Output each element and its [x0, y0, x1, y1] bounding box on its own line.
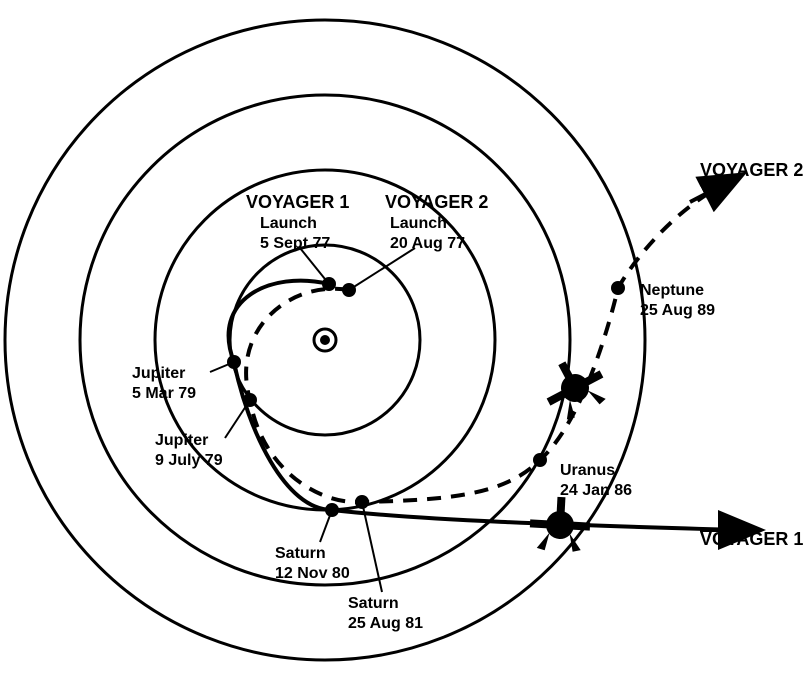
voyager1-icon [529, 495, 592, 552]
label-saturn2_l1: Saturn [348, 595, 399, 612]
label-v1_launch_l2: 5 Sept 77 [260, 235, 330, 252]
sun [314, 329, 336, 351]
labels: VOYAGER 1 Launch 5 Sept 77 VOYAGER 2 Launch 2… [132, 160, 803, 632]
voyager-trajectory-diagram: VOYAGER 1 Launch 5 Sept 77 VOYAGER 2 Launch 2… [0, 0, 805, 675]
label-jupiter2_l1: Jupiter [155, 432, 208, 449]
label-v2_launch_l1: Launch [390, 215, 447, 232]
label-neptune_l2: 25 Aug 89 [640, 302, 715, 319]
encounter-v2_neptune [611, 281, 625, 295]
label-jupiter2_l2: 9 July 79 [155, 452, 223, 469]
label-jupiter1_l2: 5 Mar 79 [132, 385, 196, 402]
label-saturn2_l2: 25 Aug 81 [348, 615, 423, 632]
label-v2_title: VOYAGER 2 [385, 192, 488, 212]
encounter-v2_uranus [533, 453, 547, 467]
label-v2_launch_l2: 20 Aug 77 [390, 235, 465, 252]
label-uranus_l2: 24 Jan 86 [560, 482, 632, 499]
label-jupiter1_l1: Jupiter [132, 365, 185, 382]
label-v2_end: VOYAGER 2 [700, 160, 803, 180]
label-leader-lines [210, 248, 415, 592]
label-v1_title: VOYAGER 1 [246, 192, 349, 212]
label-neptune_l1: Neptune [640, 282, 704, 299]
label-v1_end: VOYAGER 1 [700, 529, 803, 549]
label-saturn1_l1: Saturn [275, 545, 326, 562]
label-v1_launch_l1: Launch [260, 215, 317, 232]
label-saturn1_l2: 12 Nov 80 [275, 565, 350, 582]
label-uranus_l1: Uranus [560, 462, 615, 479]
